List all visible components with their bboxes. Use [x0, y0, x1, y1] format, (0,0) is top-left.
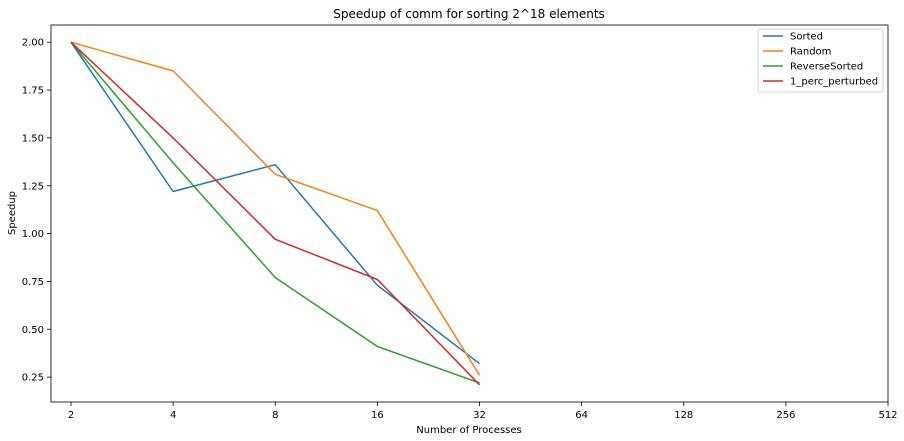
x-tick-label: 256 [776, 410, 795, 421]
x-tick-label: 512 [878, 410, 897, 421]
x-tick-label: 32 [473, 410, 486, 421]
legend-box [757, 28, 884, 93]
y-tick-label: 1.75 [22, 86, 44, 97]
legend: Sorted Random ReverseSorted 1_perc_perturbe… [757, 28, 884, 93]
x-tick-label: 4 [170, 410, 176, 421]
y-tick-label: 2.00 [22, 38, 44, 49]
y-tick-label: 1.00 [22, 229, 44, 240]
series-line-sorted [70, 41, 480, 365]
x-tick-label: 8 [272, 410, 278, 421]
x-axis-title: Number of Processes [416, 425, 521, 436]
legend-label: 1_perc_perturbed [790, 77, 878, 88]
y-tick-label: 1.50 [22, 133, 44, 144]
series-line-1-perc-perturbed [70, 41, 481, 386]
x-tick-label: 16 [371, 410, 384, 421]
series-group [70, 41, 481, 386]
y-axis-title: Speedup [7, 191, 18, 235]
chart-title: Speedup of comm for sorting 2^18 element… [333, 7, 605, 21]
series-line-reversesorted [70, 41, 480, 384]
plot-area [50, 24, 889, 403]
y-tick-label: 0.75 [22, 277, 44, 288]
x-tick-label: 64 [575, 410, 588, 421]
series-line-random [70, 41, 481, 376]
y-tick-label: 1.25 [22, 181, 44, 192]
plot-border [50, 24, 889, 403]
y-axis: 0.25 0.50 0.75 1.00 1.25 1.50 1.75 2.00 [22, 38, 51, 384]
y-tick-label: 0.50 [22, 325, 44, 336]
legend-label: Random [790, 47, 831, 58]
y-tick-label: 0.25 [22, 373, 44, 384]
legend-label: ReverseSorted [790, 62, 863, 73]
x-axis: 2 4 8 16 32 64 128 256 512 [68, 402, 898, 421]
legend-label: Sorted [790, 32, 823, 43]
x-tick-label: 2 [68, 410, 74, 421]
x-tick-label: 128 [674, 410, 693, 421]
